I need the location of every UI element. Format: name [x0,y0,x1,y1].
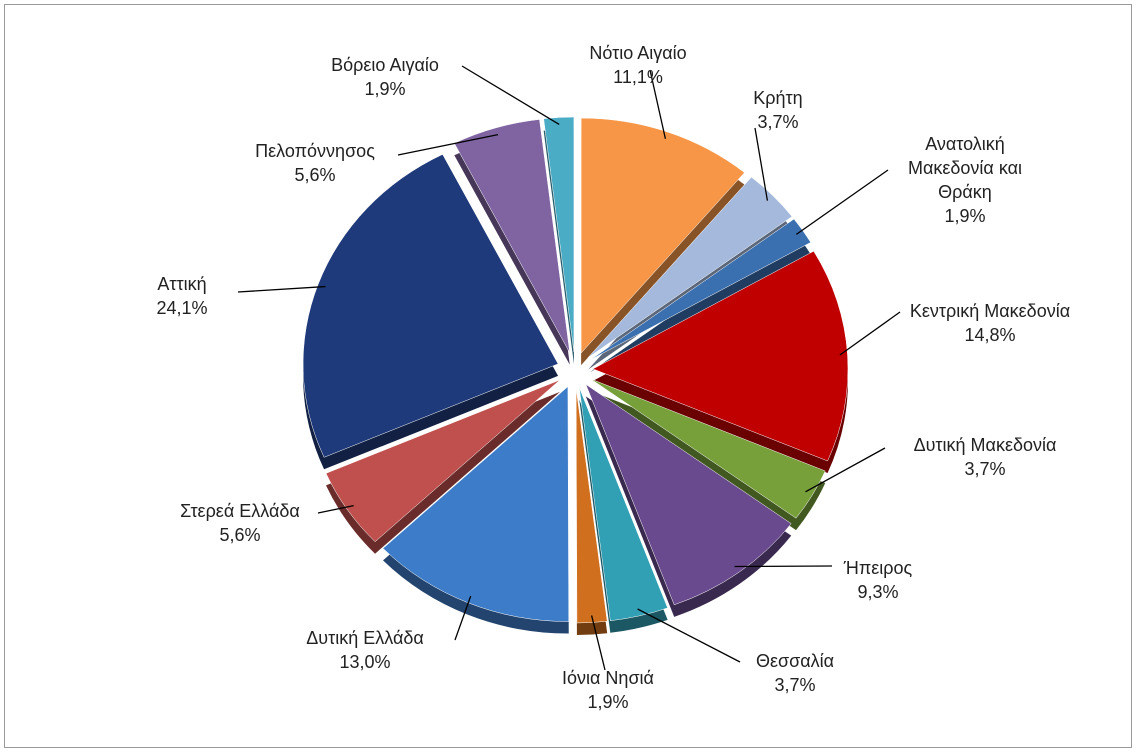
leader-line [795,169,889,235]
slice [590,378,826,519]
leader-line [839,311,901,356]
value-label: 1,9% [364,79,406,99]
category-label: Δυτική Μακεδονία [913,435,1057,455]
leader-line [454,595,472,641]
data-label: Στερεά Ελλάδα 5,6% [150,499,330,547]
data-label: Αττική 24,1% [92,272,272,320]
category-label: Ανατολική Μακεδονία και Θράκη [907,134,1023,202]
leader-line [754,127,769,201]
value-label: 5,6% [219,525,261,545]
slice [382,386,569,622]
slice [543,116,575,353]
value-label: 9,3% [857,582,899,602]
value-label: 1,9% [944,206,986,226]
leader-line [237,285,326,293]
category-label: Θεσσαλία [755,651,835,671]
slice [592,250,849,462]
category-label: Ήπειρος [843,558,913,578]
value-label: 1,9% [587,692,629,712]
value-label: 14,8% [964,325,1016,345]
data-label: Δυτική Μακεδονία 3,7% [895,433,1075,481]
chart-frame [4,4,1132,748]
category-label: Στερεά Ελλάδα [180,501,300,521]
data-label: Νότιο Αιγαίο 11,1% [548,41,728,89]
data-label: Βόρειο Αιγαίο 1,9% [295,53,475,101]
leader-line [805,447,886,493]
value-label: 11,1% [613,67,663,87]
data-label: Ιόνια Νησιά 1,9% [518,666,698,714]
value-label: 13,0% [339,652,391,672]
leader-line [734,565,833,568]
slice [575,387,608,624]
data-label: Δυτική Ελλάδα 13,0% [275,626,455,674]
category-label: Κρήτη [753,88,803,108]
leader-line [637,608,741,663]
data-label: Ήπειρος 9,3% [788,556,968,604]
value-label: 24,1% [156,298,208,318]
value-label: 3,7% [757,112,799,132]
leader-line [461,65,560,126]
value-label: 3,7% [774,675,816,695]
category-label: Αττική [157,274,207,294]
leader-line [397,133,499,156]
value-label: 3,7% [964,459,1006,479]
category-label: Κεντρική Μακεδονία [909,301,1071,321]
data-label: Κρήτη 3,7% [688,86,868,134]
slice [585,383,792,606]
data-label: Πελοπόννησος 5,6% [225,139,405,187]
data-label: Κεντρική Μακεδονία 14,8% [900,299,1080,347]
slice [302,154,559,458]
category-label: Βόρειο Αιγαίο [331,55,439,75]
leader-line [649,69,667,139]
category-label: Ιόνια Νησιά [562,668,654,688]
slice [587,176,793,358]
leader-line [317,505,354,514]
data-label: Θεσσαλία 3,7% [705,649,885,697]
data-label: Ανατολική Μακεδονία και Θράκη 1,9% [890,132,1040,228]
category-label: Πελοπόννησος [255,141,375,161]
slice [580,117,745,354]
slice [578,387,668,622]
leader-line [590,615,606,671]
value-label: 5,6% [294,165,336,185]
category-label: Δυτική Ελλάδα [306,628,424,648]
category-label: Νότιο Αιγαίο [589,43,687,63]
slice [325,379,561,543]
